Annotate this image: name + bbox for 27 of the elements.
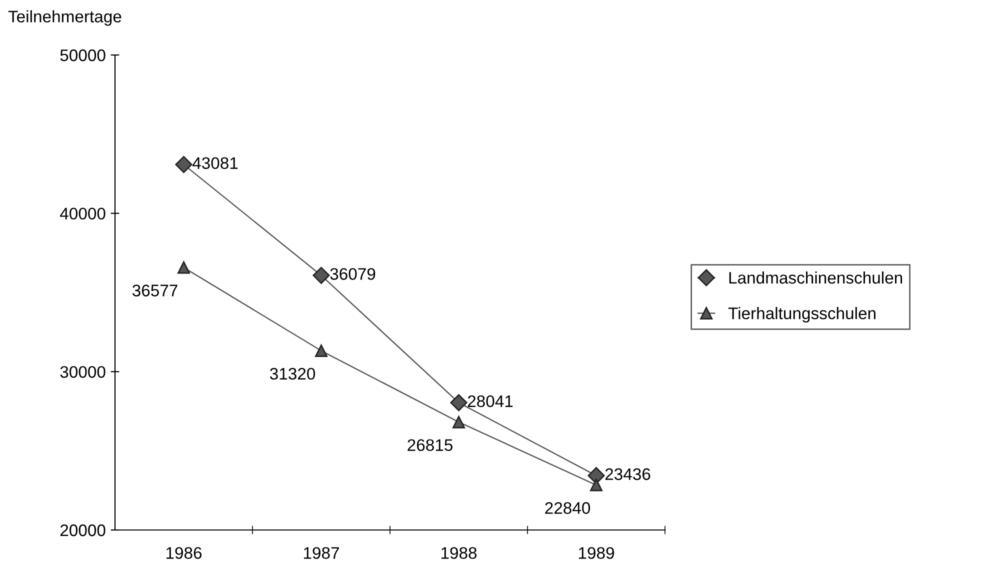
data-label: 36079 [330,268,376,280]
point [312,266,330,284]
data-label: 31320 [270,368,316,380]
point [588,467,605,484]
point [315,344,328,358]
data-label: 43081 [192,157,238,170]
x-tick-label: 1986 [166,547,202,559]
data-label: 36577 [132,284,178,296]
data-label: 22840 [545,502,590,514]
point [590,478,602,492]
point [450,394,468,412]
y-tick-label: 40000 [60,208,106,220]
point [175,156,192,174]
x-tick-label: 1988 [441,547,477,559]
legend-label: Landmaschinenschulen [729,271,902,284]
data-label: 28041 [468,395,513,408]
legend-label: Tierhaltungsschulen [728,307,876,323]
data-label: 26815 [408,439,452,452]
y-tick-label: 50000 [60,49,106,62]
x-tick-label: 1987 [304,547,339,559]
y-axis-title: Teilnehmertage [8,10,122,26]
y-tick-label: 30000 [60,366,106,378]
y-tick-label: 20000 [60,524,106,536]
point [452,416,465,428]
point [178,261,190,274]
data-label: 23436 [605,468,650,480]
x-tick-label: 1989 [578,547,614,559]
